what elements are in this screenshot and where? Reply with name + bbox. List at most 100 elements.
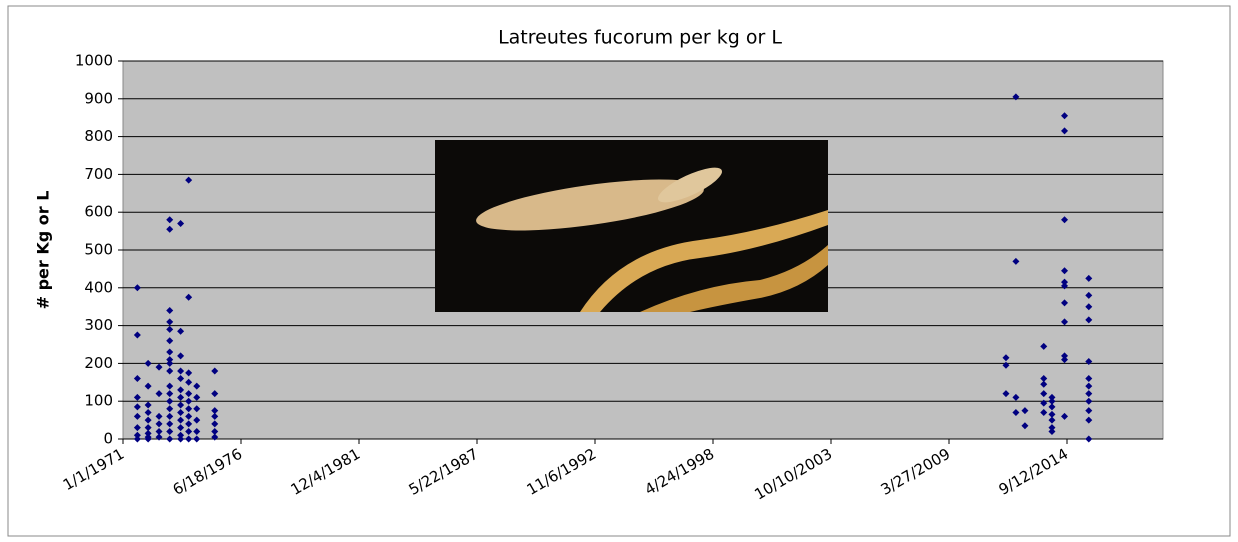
point [185,405,193,413]
point [177,416,185,424]
photo [435,140,828,312]
point [1085,303,1093,311]
point [144,382,152,390]
point [211,420,219,428]
point [1040,380,1048,388]
point [1085,407,1093,415]
point [1012,393,1020,401]
point [177,352,185,360]
point [1061,412,1069,420]
point [177,393,185,401]
point [144,435,152,443]
point [193,427,201,435]
point [185,435,193,443]
y-tick-label: 600 [84,203,113,221]
point [166,318,174,326]
point [1085,382,1093,390]
point [177,375,185,383]
point [133,435,141,443]
point [177,386,185,394]
point [144,409,152,417]
shrimp-head [657,167,723,203]
chart-title: Latreutes fucorum per kg or L [498,27,782,49]
point [144,429,152,437]
y-tick-label: 500 [84,241,113,259]
point [166,225,174,233]
point [1061,112,1069,120]
point [133,284,141,292]
point [144,424,152,432]
point [1048,403,1056,411]
point [185,176,193,184]
point [185,420,193,428]
point [1085,316,1093,324]
y-tick-label: 100 [84,392,113,410]
point [1040,342,1048,350]
point [177,327,185,335]
point [1048,393,1056,401]
point [177,409,185,417]
point [193,435,201,443]
point [1002,390,1010,398]
point [155,420,163,428]
point [133,412,141,420]
point [193,382,201,390]
point [166,325,174,333]
points [133,93,1093,443]
point [177,367,185,375]
point [166,397,174,405]
point [1061,318,1069,326]
point [1061,267,1069,275]
point [1061,299,1069,307]
point [1061,352,1069,360]
point [185,369,193,377]
point [193,416,201,424]
point [185,293,193,301]
point [166,356,174,364]
point [166,216,174,224]
point [166,359,174,367]
point [1048,397,1056,405]
point [133,331,141,339]
point [185,412,193,420]
seaweed [640,245,828,312]
point [155,433,163,441]
point [166,337,174,345]
point [133,375,141,383]
point [1085,435,1093,443]
point [185,378,193,386]
point [1040,390,1048,398]
point [1012,409,1020,417]
point [1002,354,1010,362]
point [1061,127,1069,135]
point [1012,93,1020,101]
point [1061,282,1069,290]
y-tick-label: 400 [84,278,113,296]
point [155,390,163,398]
point [166,367,174,375]
point [1061,216,1069,224]
point [144,416,152,424]
point [185,397,193,405]
point [133,403,141,411]
point [1085,416,1093,424]
point [144,359,152,367]
y-tick-label: 0 [103,430,113,448]
point [193,405,201,413]
point [166,405,174,413]
point [166,348,174,356]
y-tick-label: 300 [84,316,113,334]
point [1085,375,1093,383]
point [1040,399,1048,407]
point [166,435,174,443]
point [177,435,185,443]
point [1012,257,1020,265]
point [133,424,141,432]
point [177,424,185,432]
point [1040,409,1048,417]
point [1085,390,1093,398]
point [144,401,152,409]
point [1002,361,1010,369]
point [166,412,174,420]
point [1048,424,1056,432]
